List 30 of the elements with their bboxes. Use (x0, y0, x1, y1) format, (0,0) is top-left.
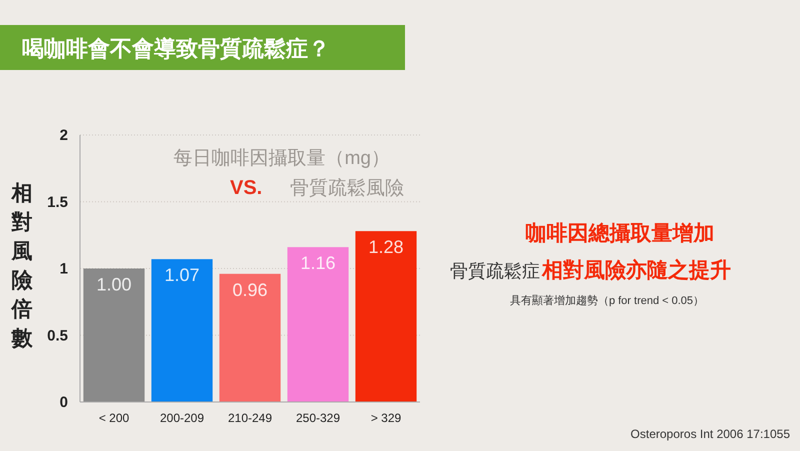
text: 相對風險亦隨之提升 (541, 258, 731, 282)
data-label: 1.00 (96, 274, 132, 294)
x-tick-label: 210-249 (228, 411, 272, 425)
data-label: 0.96 (232, 280, 268, 300)
y-tick-label: 2 (60, 127, 68, 144)
text: 咖啡因總攝取量增加 (526, 222, 714, 245)
x-tick-label: > 329 (370, 411, 402, 425)
text: 骨質疏鬆症 (450, 261, 540, 281)
y-axis-title: 相對風險倍數 (10, 182, 34, 350)
bar (287, 247, 349, 402)
bar (83, 268, 145, 402)
data-label: 1.07 (164, 265, 200, 286)
chart-title: 喝咖啡會不會導致骨質疏鬆症？ (22, 36, 330, 61)
annotation: 骨質疏鬆風險 (290, 177, 404, 199)
text: 每日咖啡因攝取量（mg） (174, 148, 390, 169)
y-tick-label: 1.5 (47, 194, 68, 211)
y-tick-label: 0.5 (47, 327, 68, 344)
text: 具有顯著增加趨勢（p for trend < 0.05） (510, 294, 704, 307)
annotation: VS. (230, 177, 262, 199)
data-label: 1.28 (368, 237, 404, 258)
x-tick-label: 250-329 (296, 411, 340, 425)
bar (219, 274, 281, 402)
x-tick-label: < 200 (98, 411, 130, 425)
bar (151, 259, 213, 402)
data-label: 1.16 (300, 253, 336, 274)
y-tick-label: 0 (60, 394, 68, 411)
y-tick-label: 1 (60, 260, 68, 278)
bar (355, 231, 417, 402)
x-tick-label: 200-209 (160, 411, 204, 425)
text: Osteroporos Int 2006 17:1055 (630, 427, 790, 441)
